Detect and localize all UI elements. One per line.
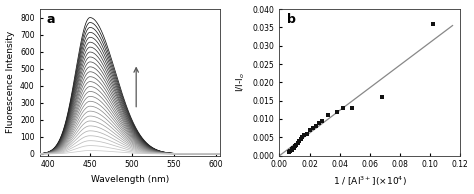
X-axis label: Wavelength (nm): Wavelength (nm) (91, 175, 169, 184)
Point (312, 125, 319, 128)
Point (298, 136, 306, 139)
Point (306, 128, 313, 132)
Point (292, 143, 300, 146)
Point (295, 139, 303, 143)
Point (289, 147, 297, 150)
Y-axis label: Fluorescence Intensity: Fluorescence Intensity (6, 31, 15, 133)
Point (315, 121, 322, 124)
Point (285, 150, 292, 153)
Point (288, 148, 295, 151)
Point (303, 132, 310, 135)
Point (333, 110, 340, 113)
Point (429, 22, 437, 25)
X-axis label: 1 / [Al$^{3+}$](×10$^{4}$): 1 / [Al$^{3+}$](×10$^{4}$) (333, 175, 407, 188)
Point (348, 107, 356, 110)
Point (339, 107, 346, 110)
Point (378, 95, 386, 99)
Point (297, 138, 304, 141)
Point (300, 134, 307, 137)
Text: a: a (47, 13, 55, 26)
Point (309, 127, 317, 130)
Point (286, 149, 294, 152)
Point (289, 147, 296, 151)
Text: b: b (287, 13, 296, 26)
Y-axis label: I/I-I$_{o}$: I/I-I$_{o}$ (235, 72, 247, 92)
Point (294, 141, 301, 144)
Point (324, 114, 331, 117)
Point (291, 145, 298, 148)
Point (290, 146, 298, 149)
Point (318, 119, 326, 122)
